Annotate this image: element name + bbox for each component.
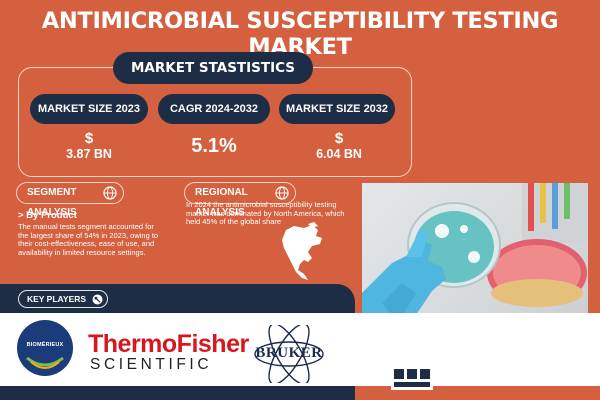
metric-value-market-size-2032: 6.04 BN bbox=[316, 147, 362, 161]
metric-value-market-size-2023: 3.87 BN bbox=[66, 147, 112, 161]
key-players-label: KEY PLAYERS bbox=[27, 294, 87, 304]
segment-analysis-pill: SEGMENT ANALYSIS bbox=[16, 182, 124, 218]
source-text: source: www.snsinsider.com bbox=[441, 372, 567, 383]
metric-prefix-2023: $ bbox=[84, 130, 94, 147]
segment-analysis-label: SEGMENT ANALYSIS bbox=[27, 187, 77, 218]
metric-value-cagr: 5.1% bbox=[191, 135, 237, 157]
biomerieux-arc-icon bbox=[26, 356, 64, 369]
regional-analysis-pill: REGIONAL ANALYSIS bbox=[184, 182, 296, 218]
key-icon bbox=[92, 294, 103, 304]
metric-label-market-size-2023: MARKET SIZE 2023 bbox=[30, 94, 148, 124]
bruker-name: BRUKER bbox=[255, 345, 323, 361]
biomerieux-logo: BIOMÉRIEUX bbox=[17, 320, 73, 376]
regional-analysis-label: REGIONAL ANALYSIS bbox=[195, 187, 248, 218]
segment-analysis-text: The manual tests segment accounted for t… bbox=[18, 222, 159, 257]
thermofisher-name: ThermoFisher bbox=[88, 330, 249, 358]
segment-subheading: > By Product bbox=[18, 210, 77, 221]
thermofisher-sub: SCIENTIFIC bbox=[90, 356, 213, 373]
market-statistics-header: MARKET STASTISTICS bbox=[113, 52, 313, 84]
regional-analysis-text: In 2024 the antimicrobial susceptibility… bbox=[186, 200, 345, 227]
metric-label-cagr: CAGR 2024-2032 bbox=[158, 94, 270, 124]
bruker-logo: BRUKER bbox=[250, 323, 328, 385]
page-title: ANTIMICROBIAL SUSCEPTIBILITY TESTING MAR… bbox=[41, 8, 559, 60]
metric-label-market-size-2032: MARKET SIZE 2032 bbox=[279, 94, 395, 124]
biomerieux-name: BIOMÉRIEUX bbox=[26, 342, 64, 348]
key-players-pill: KEY PLAYERS bbox=[18, 290, 108, 308]
globe-icon bbox=[103, 186, 117, 200]
north-america-map-icon bbox=[282, 222, 322, 280]
sns-insider-logo bbox=[391, 366, 433, 390]
metric-prefix-2032: $ bbox=[334, 130, 344, 147]
globe-icon bbox=[275, 186, 289, 200]
